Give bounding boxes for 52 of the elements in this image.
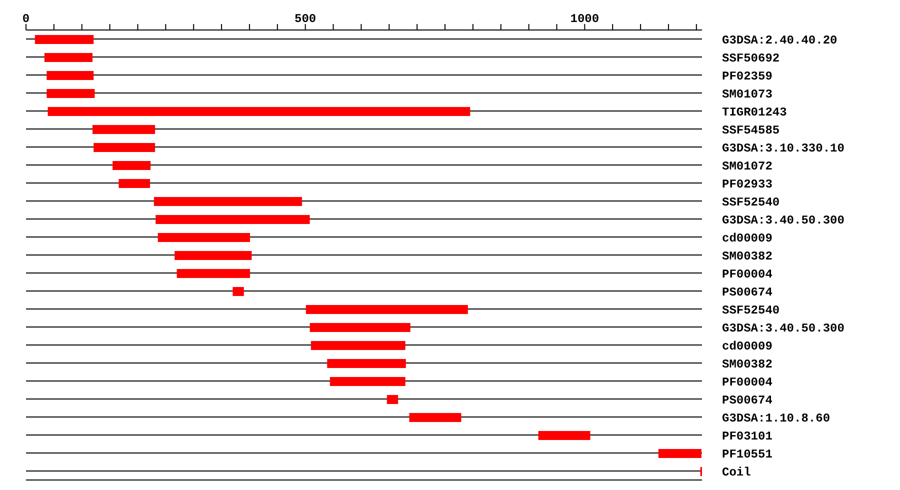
y-tick-label: PF10551 <box>722 447 772 462</box>
bar <box>112 161 151 170</box>
bar <box>310 341 406 350</box>
y-tick-label: PF03101 <box>722 429 772 444</box>
y-tick-label: PF02359 <box>722 69 772 84</box>
bar <box>46 89 95 98</box>
y-tick-label: PF00004 <box>722 375 772 390</box>
bar <box>386 395 398 404</box>
bar <box>92 125 156 134</box>
bar <box>48 107 470 116</box>
y-tick-label: SSF52540 <box>722 195 780 210</box>
y-tick-label: SSF50692 <box>722 51 780 66</box>
bar <box>156 215 310 224</box>
bar <box>306 305 468 314</box>
x-tick-label: 500 <box>294 12 316 26</box>
y-tick-label: G3DSA:3.40.50.300 <box>722 321 844 336</box>
bar <box>34 35 94 44</box>
bar <box>176 269 250 278</box>
y-tick-label: G3DSA:3.10.330.10 <box>722 141 844 156</box>
y-tick-label: SM01073 <box>722 87 772 102</box>
bar <box>154 197 302 206</box>
y-tick-label: SM01072 <box>722 159 772 174</box>
bar <box>310 323 410 332</box>
bar <box>46 71 94 80</box>
y-tick-label: TIGR01243 <box>722 105 787 120</box>
y-tick-label: cd00009 <box>722 339 772 354</box>
bar <box>118 179 150 188</box>
y-tick-label: SSF54585 <box>722 123 780 138</box>
x-tick-label: 1000 <box>570 12 600 26</box>
y-tick-label: SM00382 <box>722 357 772 372</box>
y-tick-label: PF02933 <box>722 177 772 192</box>
y-tick-label: SM00382 <box>722 249 772 264</box>
y-tick-label: PS00674 <box>722 393 772 408</box>
y-tick-label: SSF52540 <box>722 303 780 318</box>
bar <box>330 377 406 386</box>
bar <box>174 251 252 260</box>
bar <box>158 233 250 242</box>
bar <box>658 449 702 458</box>
x-tick-label: 0 <box>22 12 30 26</box>
y-tick-label: Coil <box>722 465 751 480</box>
bar <box>232 287 244 296</box>
y-tick-label: cd00009 <box>722 231 772 246</box>
y-tick-label: PS00674 <box>722 285 772 300</box>
y-tick-label: G3DSA:2.40.40.20 <box>722 33 838 48</box>
bar <box>409 413 462 422</box>
bar <box>44 53 92 62</box>
y-tick-label: PF00004 <box>722 267 772 282</box>
y-tick-label: G3DSA:1.10.8.60 <box>722 411 830 426</box>
bar <box>327 359 406 368</box>
bar <box>538 431 590 440</box>
y-tick-label: G3DSA:3.40.50.300 <box>722 213 844 228</box>
bar <box>94 143 156 152</box>
